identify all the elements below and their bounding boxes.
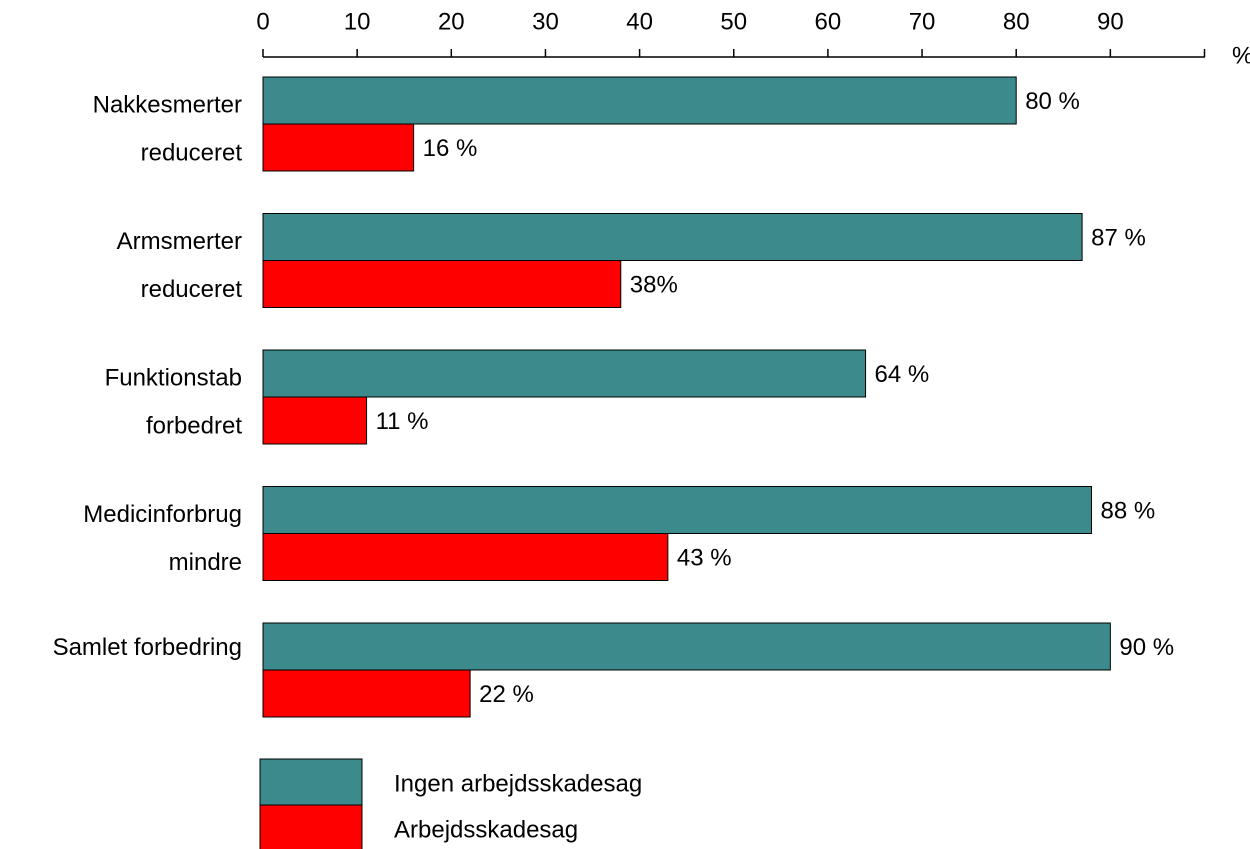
bar-value-label: 90 % — [1119, 634, 1174, 661]
legend-swatch — [259, 804, 363, 849]
x-tick-label: 20 — [438, 9, 465, 36]
x-tick-label: 40 — [626, 9, 653, 36]
bar-value-label: 22 % — [479, 681, 534, 708]
legend-label: Ingen arbejdsskadesag — [394, 771, 642, 798]
bar-arbejdsskadesag — [262, 669, 471, 718]
legend-label: Arbejdsskadesag — [394, 817, 578, 844]
bar-arbejdsskadesag — [262, 260, 622, 308]
x-tick-label: 10 — [344, 9, 371, 36]
category-label: Armsmerter — [117, 228, 242, 255]
bar-value-label: 43 % — [677, 545, 732, 572]
bar-value-label: 64 % — [875, 361, 930, 388]
bar-ingen-arbejdsskadesag — [262, 213, 1083, 261]
bar-arbejdsskadesag — [262, 123, 415, 172]
category-label: reduceret — [141, 276, 243, 303]
bar-ingen-arbejdsskadesag — [262, 349, 867, 398]
category-label: Nakkesmerter — [93, 92, 242, 119]
bar-value-label: 87 % — [1091, 225, 1146, 252]
category-label: forbedret — [146, 413, 242, 440]
legend-swatch — [259, 758, 363, 806]
category-label: reduceret — [141, 140, 243, 167]
bar-ingen-arbejdsskadesag — [262, 76, 1017, 125]
bar-arbejdsskadesag — [262, 396, 368, 445]
bar-value-label: 88 % — [1101, 498, 1156, 525]
bar-ingen-arbejdsskadesag — [262, 622, 1111, 671]
x-tick-label: 70 — [909, 9, 936, 36]
category-label: Medicinforbrug — [83, 501, 242, 528]
x-tick-label: 0 — [256, 9, 269, 36]
x-tick-label: 90 — [1097, 9, 1124, 36]
bar-value-label: 80 % — [1025, 88, 1080, 115]
x-tick-label: 50 — [720, 9, 747, 36]
category-label: mindre — [169, 549, 242, 576]
category-label: Samlet forbedring — [53, 634, 242, 661]
category-label: Funktionstab — [105, 365, 242, 392]
bar-value-label: 16 % — [423, 135, 478, 162]
x-axis-unit-label: % — [1232, 43, 1250, 70]
bar-value-label: 38% — [630, 272, 678, 299]
x-tick-label: 80 — [1003, 9, 1030, 36]
bar-arbejdsskadesag — [262, 533, 669, 581]
bar-ingen-arbejdsskadesag — [262, 486, 1093, 534]
x-tick-label: 60 — [815, 9, 842, 36]
bar-value-label: 11 % — [376, 408, 429, 435]
x-tick-label: 30 — [532, 9, 559, 36]
